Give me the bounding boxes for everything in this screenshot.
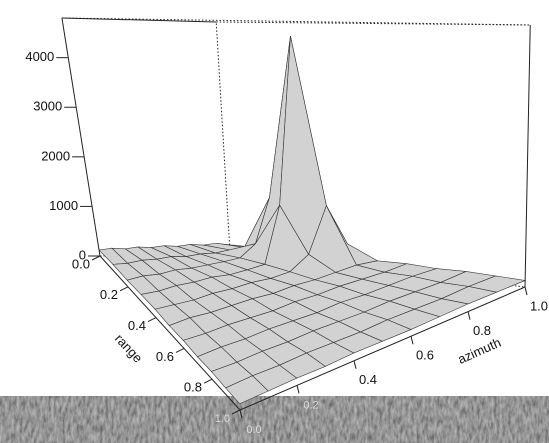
y-tick-label: 0.8 [473, 323, 491, 338]
y-tick [525, 287, 527, 295]
y-tick [297, 385, 299, 393]
y-axis-title: azimuth [455, 335, 503, 367]
z-tick-label: 1000 [49, 198, 78, 213]
z-tick-label: 4000 [25, 49, 54, 64]
chart: 010002000300040000.00.20.40.60.81.00.00.… [0, 0, 549, 443]
z-axis-line [62, 18, 100, 256]
y-tick [354, 361, 356, 369]
x-tick-label: 0.4 [128, 318, 146, 333]
x-tick [92, 256, 100, 260]
x-tick-label: 0.6 [156, 349, 174, 364]
box-edge [525, 25, 530, 287]
x-tick [148, 318, 156, 322]
box-edge [216, 22, 230, 252]
x-tick [204, 379, 212, 383]
x-tick-label: 0.0 [72, 256, 90, 271]
plot: 010002000300040000.00.20.40.60.81.00.00.… [25, 18, 548, 436]
box-edge [62, 18, 216, 22]
y-tick-label: 0.2 [303, 399, 318, 411]
z-tick-label: 3000 [33, 99, 62, 114]
x-tick-label: 0.2 [100, 287, 118, 302]
box-edge [62, 18, 530, 25]
image-strip [0, 396, 549, 443]
x-tick-label: 1.0 [215, 413, 230, 425]
x-tick [120, 287, 128, 291]
y-tick [468, 312, 470, 320]
x-axis-title: range [112, 331, 146, 366]
x-tick-label: 0.8 [184, 380, 202, 395]
y-tick-label: 0.0 [246, 424, 261, 436]
y-tick-label: 0.4 [359, 372, 377, 387]
y-tick-label: 1.0 [530, 298, 548, 313]
y-tick-label: 0.6 [416, 348, 434, 363]
z-tick-label: 2000 [41, 148, 70, 163]
y-tick [411, 336, 413, 344]
x-tick [176, 348, 184, 352]
